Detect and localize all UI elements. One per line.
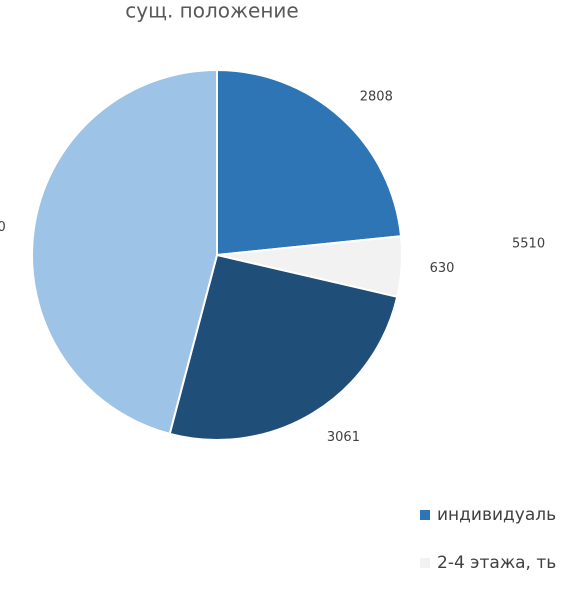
legend-label: 2-4 этажа, ть [437, 553, 556, 573]
data-label: 3061 [327, 430, 360, 445]
legend-swatch [420, 558, 430, 568]
legend-label: индивидуаль [437, 505, 556, 525]
data-label: 10 [0, 220, 6, 235]
annotation: 5510 [512, 237, 545, 252]
pie-slice [168, 253, 399, 441]
pie-slice [216, 68, 403, 257]
legend-swatch [420, 510, 430, 520]
data-label: 630 [430, 261, 455, 276]
chart-title: сущ. положение [125, 0, 298, 23]
pie-slice [31, 68, 218, 436]
data-label: 2808 [360, 89, 393, 104]
